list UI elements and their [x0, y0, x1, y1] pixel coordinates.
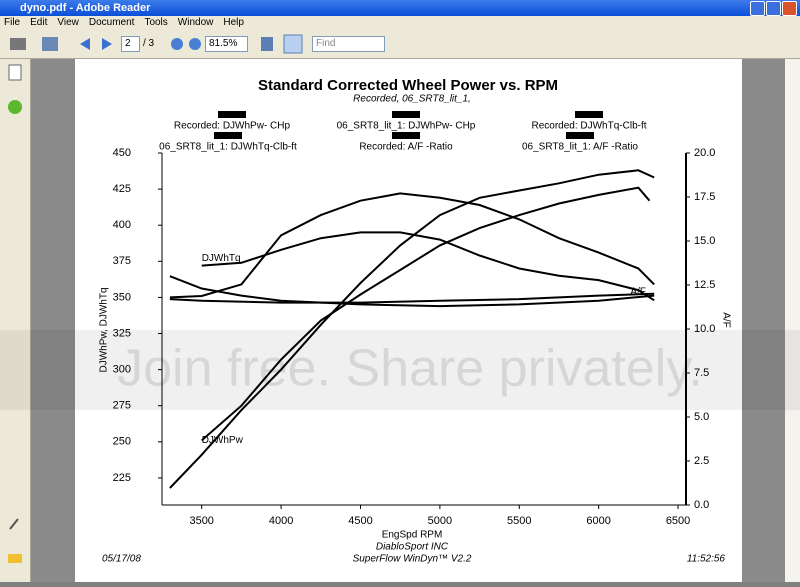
legend-label: Recorded: DJWhTq-Clb-ft [531, 121, 646, 132]
y2-tick-label: 17.5 [694, 191, 715, 203]
chart-title: Standard Corrected Wheel Power vs. RPM [258, 77, 558, 94]
y2-tick-label: 7.5 [694, 367, 709, 379]
legend-swatch [566, 132, 594, 139]
footer-date: 05/17/08 [102, 554, 141, 565]
x-axis-label: EngSpd RPM [382, 530, 443, 541]
watermark: Join free. Share privately. [117, 340, 703, 398]
y2-tick-label: 12.5 [694, 279, 715, 291]
y2-tick-label: 20.0 [694, 147, 715, 159]
legend-label: Recorded: DJWhPw- CHp [174, 121, 291, 132]
menu-item[interactable]: Help [223, 17, 244, 28]
series-line [169, 192, 655, 299]
menu-item[interactable]: Document [88, 17, 135, 28]
x-tick-label: 3500 [189, 515, 213, 527]
y-tick-label: 275 [113, 400, 131, 412]
x-tick-label: 4000 [269, 515, 293, 527]
legend-swatch [214, 132, 242, 139]
y-axis-label: DJWhPw, DJWhTq [99, 287, 110, 372]
email-icon[interactable] [42, 37, 58, 51]
x-tick-label: 6500 [666, 515, 690, 527]
footer-software: SuperFlow WinDyn™ V2.2 [353, 554, 472, 565]
y-tick-label: 425 [113, 183, 131, 195]
y-tick-label: 350 [113, 291, 131, 303]
print-icon[interactable] [10, 38, 26, 50]
y-tick-label: 375 [113, 255, 131, 267]
x-tick-label: 5500 [507, 515, 531, 527]
scrollbar[interactable] [785, 59, 800, 582]
legend-swatch [392, 132, 420, 139]
fit-page[interactable] [261, 37, 273, 51]
menu-item[interactable]: View [57, 17, 79, 28]
legend-label: 06_SRT8_lit_1: A/F -Ratio [522, 142, 638, 153]
legend-swatch [218, 111, 246, 118]
series-line [201, 186, 651, 442]
footer-company: DiabloSport INC [376, 542, 449, 553]
find-box[interactable]: Find [312, 36, 385, 52]
legend-label: Recorded: A/F -Ratio [359, 142, 453, 153]
attach-icon[interactable] [9, 518, 19, 530]
toolbar: 2 / 3 81.5% Find [0, 30, 800, 59]
sidebar-icons [8, 64, 22, 563]
menu-item[interactable]: Window [177, 17, 214, 28]
legend-swatch [575, 111, 603, 118]
prev-page[interactable] [80, 38, 90, 50]
legend-swatch [392, 111, 420, 118]
curve-label: DJWhPw [202, 435, 244, 446]
help-icon[interactable] [8, 100, 22, 114]
series-line [201, 231, 655, 302]
pages-icon[interactable] [8, 64, 22, 81]
y2-tick-label: 0.0 [694, 499, 709, 511]
page [75, 59, 742, 582]
menu-item[interactable]: Tools [144, 17, 168, 28]
x-tick-label: 6000 [586, 515, 610, 527]
series-line [169, 275, 655, 308]
chart-subtitle: Recorded, 06_SRT8_lit_1, [353, 94, 471, 105]
y-tick-label: 300 [113, 364, 131, 376]
y-tick-label: 225 [113, 472, 131, 484]
toolbar-icons [10, 34, 303, 54]
window-title: dyno.pdf - Adobe Reader [20, 2, 151, 14]
menu-item[interactable]: File [4, 17, 21, 28]
title-bar: dyno.pdf - Adobe Reader [0, 0, 800, 16]
y-tick-label: 250 [113, 436, 131, 448]
minimize-button[interactable] [750, 1, 765, 16]
curve-label: DJWhTq [202, 253, 241, 264]
sidebar [0, 59, 31, 582]
zoom-in[interactable] [189, 38, 201, 50]
y2-tick-label: 10.0 [694, 323, 715, 335]
comment-icon[interactable] [8, 554, 22, 563]
x-tick-label: 4500 [348, 515, 372, 527]
curve-label: A/F [630, 287, 646, 298]
fit-width[interactable] [283, 34, 303, 54]
legend-label: 06_SRT8_lit_1: DJWhPw- CHp [337, 121, 476, 132]
y2-tick-label: 15.0 [694, 235, 715, 247]
y-tick-label: 400 [113, 219, 131, 231]
close-button[interactable] [782, 1, 797, 16]
legend-label: 06_SRT8_lit_1: DJWhTq-Clb-ft [159, 142, 297, 153]
zoom-input[interactable]: 81.5% [205, 36, 248, 52]
zoom-out[interactable] [171, 38, 183, 50]
y-tick-label: 450 [113, 147, 131, 159]
y2-tick-label: 5.0 [694, 411, 709, 423]
x-tick-label: 5000 [428, 515, 452, 527]
maximize-button[interactable] [766, 1, 781, 16]
y2-axis-label: A/F [720, 312, 731, 328]
page-count: / 3 [143, 38, 155, 49]
y2-tick-label: 2.5 [694, 455, 709, 467]
watermark-band [0, 330, 800, 410]
series-line [169, 169, 655, 489]
next-page[interactable] [102, 38, 112, 50]
y-tick-label: 325 [113, 327, 131, 339]
page-input[interactable]: 2 [121, 36, 140, 52]
menu-bar: File Edit View Document Tools Window Help [0, 16, 800, 30]
series-line [169, 292, 655, 304]
menu-item[interactable]: Edit [30, 17, 48, 28]
footer-time: 11:52:56 [687, 554, 726, 565]
